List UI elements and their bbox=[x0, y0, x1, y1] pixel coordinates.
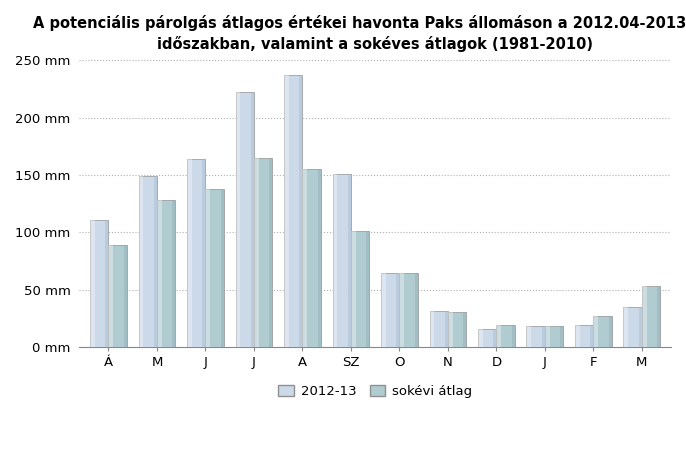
Bar bbox=[657, 286, 661, 347]
Bar bbox=[493, 329, 497, 347]
Bar bbox=[448, 313, 466, 347]
Bar bbox=[639, 307, 642, 347]
Bar bbox=[381, 273, 386, 347]
Bar bbox=[187, 159, 206, 347]
Bar bbox=[448, 313, 453, 347]
Bar bbox=[333, 174, 351, 347]
Bar bbox=[351, 231, 355, 347]
Bar bbox=[157, 200, 176, 347]
Bar bbox=[221, 189, 224, 347]
Bar bbox=[642, 286, 646, 347]
Bar bbox=[206, 189, 210, 347]
Bar bbox=[299, 75, 303, 347]
Bar bbox=[399, 273, 404, 347]
Bar bbox=[478, 329, 483, 347]
Bar bbox=[366, 231, 369, 347]
Bar bbox=[348, 174, 351, 347]
Bar bbox=[642, 286, 661, 347]
Bar bbox=[250, 92, 254, 347]
Bar bbox=[157, 200, 162, 347]
Bar bbox=[478, 329, 497, 347]
Bar bbox=[526, 326, 531, 347]
Bar bbox=[560, 326, 563, 347]
Bar bbox=[429, 311, 434, 347]
Bar bbox=[154, 176, 157, 347]
Title: A potenciális párolgás átlagos értékei havonta Paks állomáson a 2012.04-2013.03.: A potenciális párolgás átlagos értékei h… bbox=[33, 15, 686, 52]
Bar bbox=[575, 325, 580, 347]
Bar bbox=[303, 169, 307, 347]
Bar bbox=[284, 75, 303, 347]
Bar bbox=[303, 169, 321, 347]
Bar bbox=[399, 273, 418, 347]
Bar bbox=[497, 325, 515, 347]
Bar bbox=[445, 311, 448, 347]
Bar bbox=[590, 325, 593, 347]
Bar bbox=[593, 316, 612, 347]
Bar bbox=[254, 158, 272, 347]
Bar bbox=[172, 200, 176, 347]
Bar bbox=[526, 326, 545, 347]
Bar bbox=[139, 176, 143, 347]
Bar bbox=[254, 158, 259, 347]
Bar bbox=[545, 326, 549, 347]
Bar bbox=[608, 316, 612, 347]
Bar bbox=[235, 92, 254, 347]
Bar bbox=[333, 174, 337, 347]
Bar bbox=[351, 231, 369, 347]
Bar bbox=[414, 273, 418, 347]
Bar bbox=[108, 245, 113, 347]
Bar bbox=[318, 169, 321, 347]
Bar bbox=[542, 326, 545, 347]
Bar bbox=[123, 245, 127, 347]
Bar bbox=[187, 159, 191, 347]
Bar bbox=[396, 273, 399, 347]
Bar bbox=[105, 219, 108, 347]
Bar bbox=[139, 176, 157, 347]
Bar bbox=[202, 159, 206, 347]
Bar bbox=[624, 307, 628, 347]
Bar bbox=[624, 307, 642, 347]
Bar bbox=[512, 325, 515, 347]
Bar bbox=[108, 245, 127, 347]
Bar bbox=[235, 92, 240, 347]
Bar bbox=[206, 189, 224, 347]
Legend: 2012-13, sokévi átlag: 2012-13, sokévi átlag bbox=[273, 380, 477, 403]
Bar bbox=[575, 325, 593, 347]
Bar bbox=[284, 75, 289, 347]
Bar bbox=[429, 311, 448, 347]
Bar bbox=[381, 273, 399, 347]
Bar bbox=[545, 326, 563, 347]
Bar bbox=[90, 219, 108, 347]
Bar bbox=[269, 158, 272, 347]
Bar bbox=[90, 219, 95, 347]
Bar bbox=[497, 325, 501, 347]
Bar bbox=[463, 313, 466, 347]
Bar bbox=[593, 316, 598, 347]
